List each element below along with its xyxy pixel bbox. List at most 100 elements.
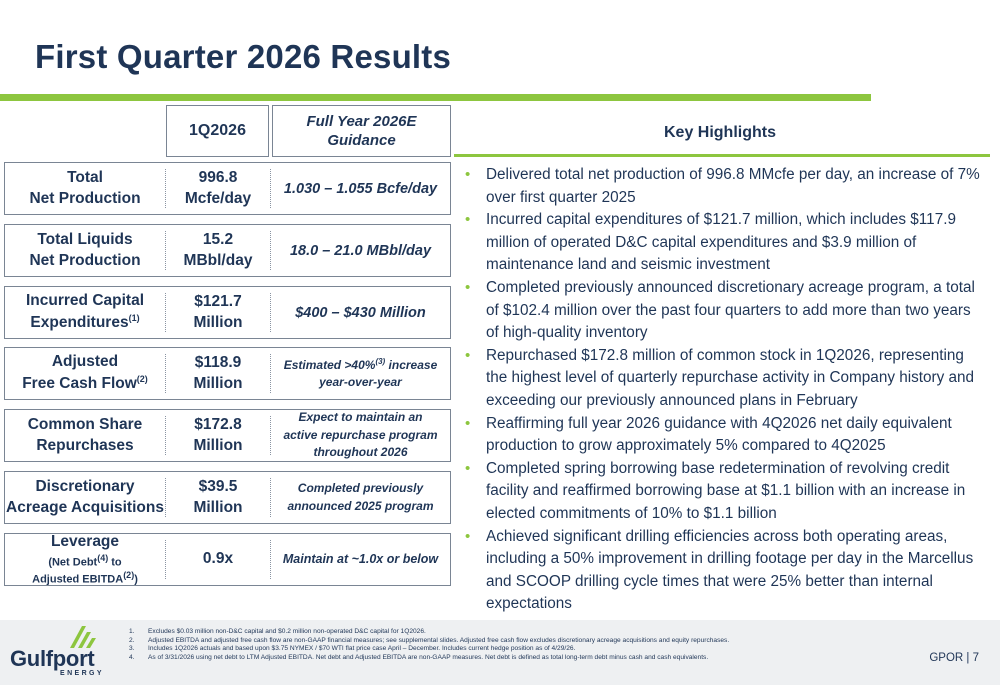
metric-row-leverage: Leverage (Net Debt(4) to Adjusted EBITDA… (4, 533, 451, 586)
dotted-divider (270, 540, 271, 579)
metric-label-sub: (Net Debt (48, 556, 98, 569)
metric-label-line1: Adjusted (51, 353, 119, 370)
dotted-divider (165, 478, 166, 517)
metric-value-line2: Mcfe/day (184, 189, 252, 207)
metric-value: $118.9 Million (166, 348, 270, 399)
key-highlights-rule (454, 154, 990, 157)
page-number: GPOR | 7 (929, 652, 979, 664)
guidance-text: Expect to maintain an (298, 410, 423, 425)
dotted-divider (270, 354, 271, 393)
metric-label-line2: Free Cash Flow (22, 375, 137, 393)
column-header-guidance-line1: Full Year 2026E (306, 112, 417, 130)
metric-guidance: $400 – $430 Million (295, 304, 426, 321)
metric-label-line1: Discretionary (35, 477, 135, 495)
guidance-text: announced 2025 program (287, 498, 434, 513)
metric-label-line1: Common Share (27, 415, 143, 433)
guidance-text: Estimated >40% (283, 357, 376, 372)
bullet-icon: • (465, 414, 471, 432)
highlight-item: • Delivered total net production of 996.8… (465, 164, 985, 209)
metric-value-line2: Million (193, 374, 243, 392)
footnote-number: 4. (129, 653, 135, 661)
metric-label-line1: Incurred Capital (26, 292, 144, 309)
metric-guidance: Estimated >40%(3) increase year-over-year (271, 348, 450, 399)
column-header-guidance-line2: Guidance (327, 132, 396, 149)
highlight-text: Achieved significant drilling efficienci… (486, 527, 974, 613)
metric-value-line2: Million (193, 436, 243, 454)
highlight-item: • Repurchased $172.8 million of common st… (465, 345, 985, 413)
highlight-text: Reaffirming full year 2026 guidance with… (486, 414, 952, 455)
metric-row-free-cash-flow: Adjusted Free Cash Flow(2) $118.9 Million … (4, 347, 451, 400)
highlight-text: Completed spring borrowing base redeterm… (486, 459, 966, 522)
footer-band (0, 620, 1000, 685)
page-title: First Quarter 2026 Results (35, 38, 452, 75)
footnotes: 1. Excludes $0.03 million non-D&C capital… (129, 628, 909, 662)
footnote-ref: (2) (136, 373, 148, 384)
guidance-text: increase (385, 357, 438, 372)
metric-row-total-net-production: Total Net Production 996.8 Mcfe/day 1.030 … (4, 162, 451, 215)
logo-mark-icon (70, 626, 96, 648)
dotted-divider (165, 540, 166, 579)
metric-label-line2: Net Production (29, 189, 141, 207)
footnote: 1. Excludes $0.03 million non-D&C capital… (129, 628, 909, 637)
metric-guidance: Completed previously announced 2025 progr… (271, 472, 450, 523)
guidance-text: Completed previously (297, 481, 424, 496)
metric-value-line1: $172.8 (194, 415, 242, 433)
dotted-divider (165, 416, 166, 455)
metric-value-line1: 15.2 (202, 230, 234, 248)
metric-label: Total Liquids Net Production (5, 225, 165, 276)
metric-value: $172.8 Million (166, 410, 270, 461)
footnote-text: Includes 1Q2026 actuals and based upon $… (148, 645, 576, 653)
metric-label-line2: Expenditures (30, 314, 129, 332)
metric-label-line2: Repurchases (36, 436, 134, 454)
metric-label-line2: Net Production (29, 251, 141, 269)
metric-row-total-liquids: Total Liquids Net Production 15.2 MBbl/day… (4, 224, 451, 277)
dotted-divider (270, 169, 271, 208)
key-highlights-list: • Delivered total net production of 996.8… (465, 164, 985, 616)
metric-row-capital-expenditures: Incurred Capital Expenditures(1) $121.7 Mi… (4, 286, 451, 339)
highlight-text: Incurred capital expenditures of $121.7 … (486, 211, 956, 274)
dotted-divider (165, 231, 166, 270)
metric-value-line2: MBbl/day (183, 251, 253, 269)
guidance-text: active repurchase program (283, 427, 438, 442)
highlight-item: • Completed previously announced discreti… (465, 277, 985, 345)
metric-value: $121.7 Million (166, 287, 270, 338)
dotted-divider (270, 293, 271, 332)
metric-guidance: 1.030 – 1.055 Bcfe/day (283, 180, 438, 197)
metric-label-line1: Leverage (50, 533, 120, 551)
highlight-item: • Achieved significant drilling efficienc… (465, 526, 985, 616)
metric-value-line1: $118.9 (194, 353, 242, 371)
metric-label: Leverage (Net Debt(4) to Adjusted EBITDA… (5, 533, 165, 586)
highlight-text: Delivered total net production of 996.8 … (486, 166, 980, 206)
footnote-number: 1. (129, 628, 135, 635)
highlight-item: • Completed spring borrowing base redeter… (465, 458, 985, 526)
gulfport-logo: Gulfport ENERGY (10, 624, 110, 680)
dotted-divider (165, 169, 166, 208)
dotted-divider (270, 416, 271, 455)
key-highlights-title: Key Highlights (663, 124, 776, 141)
metric-label: Adjusted Free Cash Flow(2) (5, 348, 165, 399)
highlight-item: • Incurred capital expenditures of $121.7… (465, 209, 985, 277)
metric-value: 15.2 MBbl/day (166, 225, 270, 276)
footnote-ref: (1) (128, 312, 140, 323)
metric-row-share-repurchases: Common Share Repurchases $172.8 Million Ex… (4, 409, 451, 462)
logo-wordmark: Gulfport (10, 646, 95, 671)
metric-label-sub: ) (134, 573, 138, 586)
metric-value-line1: 996.8 (198, 168, 238, 186)
metric-value: $39.5 Million (166, 472, 270, 523)
column-header-quarter: 1Q2026 (166, 105, 269, 157)
footnote-number: 3. (129, 645, 135, 653)
footnote-ref: (3) (375, 356, 386, 366)
metric-label-line1: Total (67, 168, 103, 186)
highlight-text: Repurchased $172.8 million of common sto… (486, 346, 975, 409)
metric-guidance: Maintain at ~1.0x or below (282, 552, 439, 567)
metric-value: 996.8 Mcfe/day (166, 163, 270, 214)
metric-value: 0.9x (202, 550, 234, 568)
footnote-number: 2. (129, 636, 135, 644)
highlight-item: • Reaffirming full year 2026 guidance wit… (465, 413, 985, 458)
metric-value-line1: $121.7 (194, 292, 242, 310)
bullet-icon: • (465, 278, 471, 296)
footnote-text: Excludes $0.03 million non-D&C capital a… (148, 628, 426, 635)
metric-label: Incurred Capital Expenditures(1) (5, 287, 165, 338)
dotted-divider (165, 354, 166, 393)
footnote-ref: (2) (123, 569, 135, 580)
